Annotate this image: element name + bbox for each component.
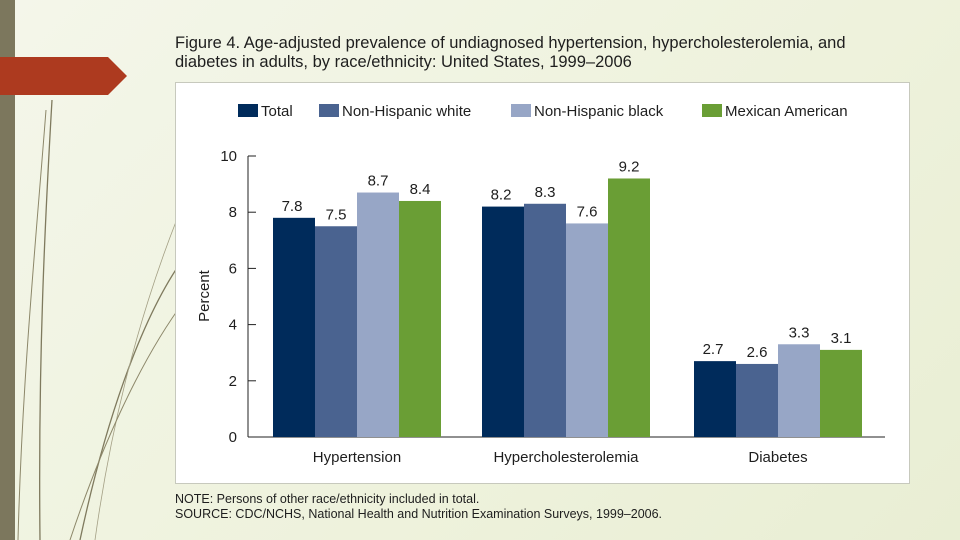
x-category-label: Hypertension xyxy=(313,449,401,466)
data-label: 7.6 xyxy=(577,203,598,220)
data-label: 9.2 xyxy=(619,158,640,175)
bar xyxy=(524,203,566,437)
legend-label: Non-Hispanic white xyxy=(342,103,471,120)
legend-swatch xyxy=(238,104,258,117)
footnote: NOTE: Persons of other race/ethnicity in… xyxy=(175,492,662,522)
x-category-label: Diabetes xyxy=(748,449,807,466)
bar xyxy=(482,206,524,437)
bar xyxy=(608,178,650,437)
data-label: 8.4 xyxy=(410,181,431,198)
y-tick-label: 0 xyxy=(229,429,237,446)
y-tick-label: 10 xyxy=(220,148,237,165)
data-label: 2.7 xyxy=(703,341,724,358)
y-tick-label: 4 xyxy=(229,317,237,334)
source-text: SOURCE: CDC/NCHS, National Health and Nu… xyxy=(175,507,663,521)
bar xyxy=(399,200,441,437)
y-tick-label: 8 xyxy=(229,204,237,221)
legend-swatch xyxy=(511,104,531,117)
red-arrow-accent xyxy=(0,57,127,95)
figure-title: Figure 4. Age-adjusted prevalence of und… xyxy=(175,34,846,71)
bar xyxy=(315,226,357,437)
data-label: 3.1 xyxy=(831,330,852,347)
bar xyxy=(820,349,862,437)
data-label: 8.2 xyxy=(491,187,512,204)
legend-label: Total xyxy=(261,103,293,120)
x-category-label: Hypercholesterolemia xyxy=(493,449,639,466)
legend-swatch xyxy=(702,104,722,117)
bar xyxy=(736,363,778,437)
data-label: 8.7 xyxy=(368,173,389,190)
y-tick-label: 2 xyxy=(229,373,237,390)
y-tick-label: 6 xyxy=(229,260,237,277)
left-accent-bar xyxy=(0,0,15,540)
bar xyxy=(357,192,399,437)
legend-label: Non-Hispanic black xyxy=(534,103,664,120)
data-label: 7.5 xyxy=(326,206,347,223)
bar xyxy=(566,223,608,437)
bar-chart: Total Non-Hispanic white Non-Hispanic blac… xyxy=(196,103,885,466)
bar xyxy=(273,217,315,437)
legend-swatch xyxy=(319,104,339,117)
data-label: 2.6 xyxy=(747,344,768,361)
bar xyxy=(778,344,820,437)
data-label: 7.8 xyxy=(282,198,303,215)
note-text: NOTE: Persons of other race/ethnicity in… xyxy=(175,492,480,506)
legend-label: Mexican American xyxy=(725,103,848,120)
bar xyxy=(694,361,736,437)
data-label: 8.3 xyxy=(535,184,556,201)
y-axis-title: Percent xyxy=(196,269,213,322)
data-label: 3.3 xyxy=(789,324,810,341)
